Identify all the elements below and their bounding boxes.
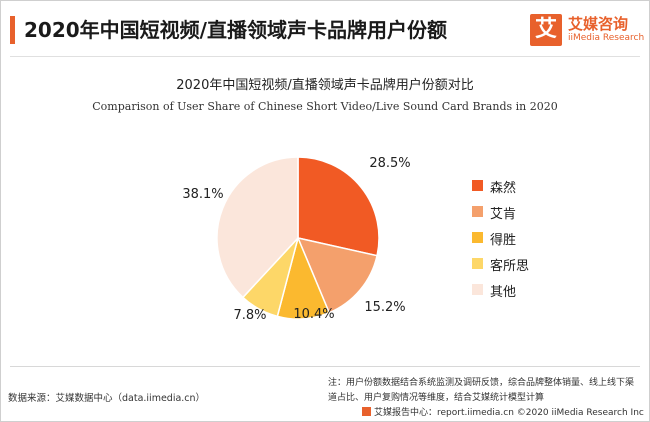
- legend-label: 其他: [490, 285, 517, 300]
- pie-slice: [297, 156, 380, 257]
- copyright-text: 艾媒报告中心：report.iimedia.cn ©2020 iiMedia R…: [374, 408, 644, 418]
- slice-value-label: 7.8%: [233, 308, 266, 323]
- chart-title: 2020年中国短视频/直播领域声卡品牌用户份额对比: [176, 78, 474, 93]
- pie-slice: [216, 156, 299, 299]
- logo-name-cn: 艾媒咨询: [568, 15, 629, 33]
- slice-value-label: 15.2%: [364, 300, 405, 315]
- header-divider: [10, 56, 640, 57]
- legend-label: 客所思: [490, 259, 530, 274]
- slice-value-label: 10.4%: [293, 307, 334, 322]
- legend-swatch: [472, 232, 483, 243]
- logo-name-en: iiMedia Research: [568, 33, 645, 43]
- logo-mark-icon: 艾: [530, 14, 562, 46]
- footer-divider: [10, 366, 640, 367]
- slice-value-label: 38.1%: [182, 187, 223, 202]
- title-accent-bar: [10, 16, 15, 44]
- legend-swatch: [472, 258, 483, 269]
- page-title: 2020年中国短视频/直播领域声卡品牌用户份额: [24, 18, 447, 42]
- brand-logo: 艾 艾媒咨询 iiMedia Research: [530, 14, 645, 48]
- legend-label: 得胜: [490, 233, 517, 248]
- legend-label: 森然: [490, 181, 517, 196]
- pie-slice: [296, 236, 378, 314]
- data-source: 数据来源：艾媒数据中心（data.iimedia.cn）: [8, 393, 206, 404]
- methodology-note: 注：用户份额数据结合系统监测及调研反馈，综合品牌整体销量、线上线下渠道占比、用户…: [328, 378, 635, 403]
- legend-swatch: [472, 284, 483, 295]
- legend-swatch: [472, 206, 483, 217]
- legend-label: 艾肯: [490, 207, 517, 222]
- report-center-icon: [362, 407, 371, 416]
- slice-value-label: 28.5%: [369, 156, 410, 171]
- legend-swatch: [472, 180, 483, 191]
- copyright-line: 艾媒报告中心：report.iimedia.cn ©2020 iiMedia R…: [362, 405, 644, 418]
- chart-subtitle: Comparison of User Share of Chinese Shor…: [92, 100, 558, 113]
